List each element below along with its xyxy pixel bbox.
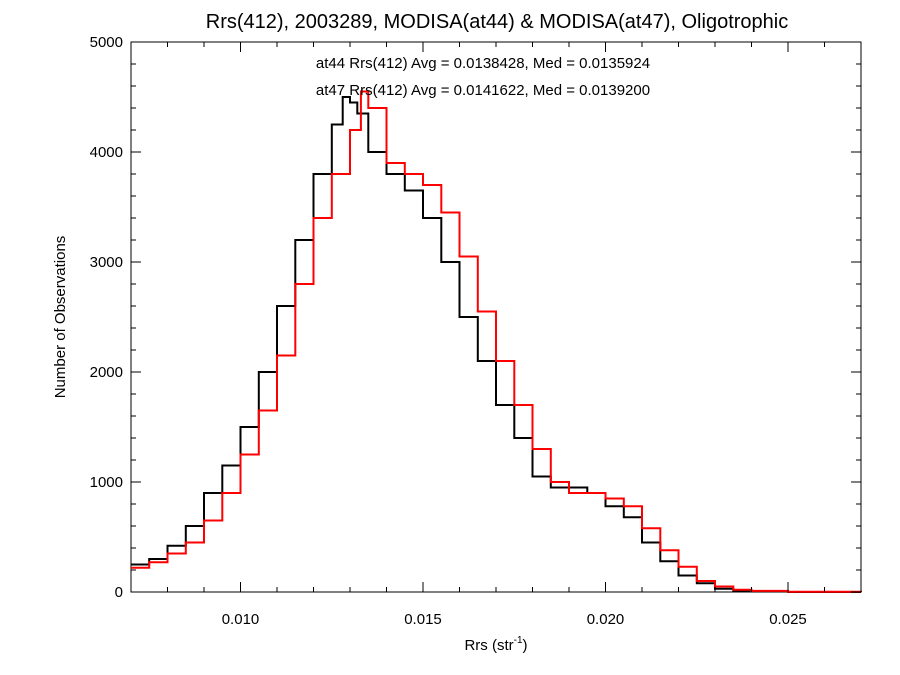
ticks-layer: 0.010 0.015 0.020 0.025 0 1000 2000 3000 4000 500… (90, 34, 862, 628)
series-line-at44 (131, 96, 861, 593)
y-axis-label: Number of Observations (52, 236, 69, 399)
x-tick-label: 0.010 (222, 611, 260, 628)
x-axis-label: Rrs (str-1) (464, 635, 527, 654)
y-tick-label: 4000 (90, 144, 123, 161)
y-tick-label: 3000 (90, 254, 123, 271)
x-axis-label-main: Rrs (str (464, 637, 513, 654)
y-tick-label: 2000 (90, 364, 123, 381)
x-tick-label: 0.020 (587, 611, 625, 628)
chart-title: Rrs(412), 2003289, MODISA(at44) & MODISA… (206, 11, 788, 33)
series-line-at47 (131, 90, 862, 593)
x-axis-label-sup: -1 (514, 635, 523, 646)
x-axis-label-tail: ) (523, 637, 528, 654)
series-layer (131, 90, 862, 593)
y-tick-label: 1000 (90, 474, 123, 491)
x-tick-label: 0.015 (404, 611, 442, 628)
y-tick-label: 5000 (90, 34, 123, 51)
y-tick-label: 0 (115, 584, 123, 601)
annotation-at44: at44 Rrs(412) Avg = 0.0138428, Med = 0.0… (316, 55, 650, 72)
annotation-at47: at47 Rrs(412) Avg = 0.0141622, Med = 0.0… (316, 82, 650, 99)
x-tick-label: 0.025 (769, 611, 807, 628)
